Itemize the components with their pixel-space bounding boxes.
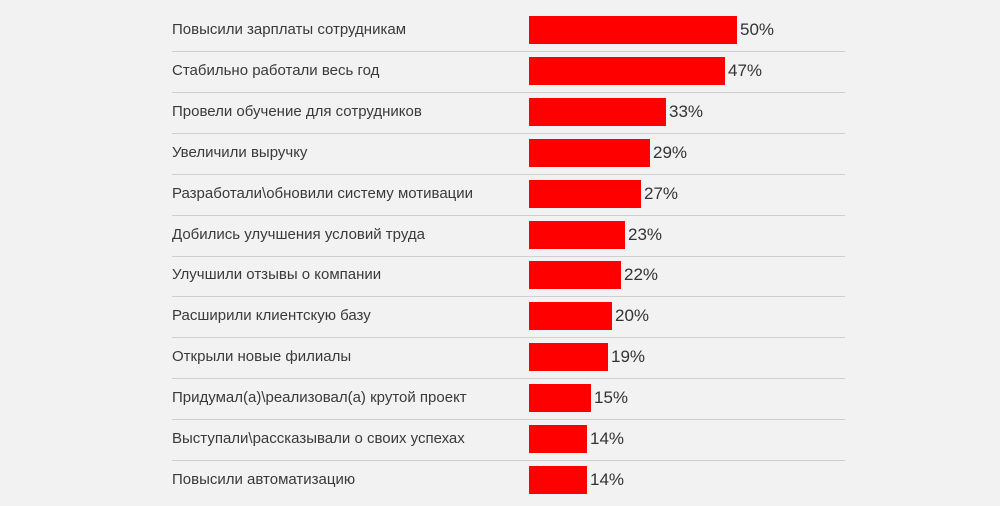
value-label: 15% bbox=[594, 388, 629, 408]
bar bbox=[529, 261, 621, 290]
value-label: 22% bbox=[624, 265, 659, 285]
chart-row: Провели обучение для сотрудников 33% bbox=[0, 97, 1000, 138]
value-label: 47% bbox=[728, 60, 763, 80]
chart-row: Придумал(а)\реализовал(а) крутой проект 1… bbox=[0, 383, 1000, 424]
bar bbox=[529, 56, 725, 85]
bar bbox=[529, 16, 737, 44]
bar bbox=[529, 384, 591, 413]
value-label: 23% bbox=[628, 224, 663, 244]
row-divider bbox=[172, 460, 845, 461]
row-divider bbox=[172, 378, 845, 380]
chart-row: Разработали\обновили систему мотивации 27… bbox=[0, 179, 1000, 220]
row-divider bbox=[172, 51, 845, 52]
row-divider bbox=[172, 419, 845, 421]
category-label: Расширили клиентскую базу bbox=[172, 307, 371, 325]
row-divider bbox=[172, 255, 845, 257]
value-label: 50% bbox=[740, 20, 775, 39]
category-label: Улучшили отзывы о компании bbox=[172, 266, 382, 284]
bar bbox=[529, 425, 587, 453]
bar bbox=[529, 220, 625, 249]
category-label: Стабильно работали весь год bbox=[172, 61, 380, 79]
value-label: 14% bbox=[590, 429, 625, 448]
value-label: 27% bbox=[644, 183, 679, 203]
row-divider bbox=[172, 173, 845, 175]
bar bbox=[529, 138, 650, 167]
chart-row: Повысили автоматизацию 14% bbox=[0, 465, 1000, 506]
category-label: Выступали\рассказывали о своих успехах bbox=[172, 430, 465, 447]
bar bbox=[529, 302, 612, 331]
chart-row: Улучшили отзывы о компании 22% bbox=[0, 260, 1000, 301]
row-divider bbox=[172, 337, 845, 339]
value-label: 20% bbox=[615, 306, 650, 326]
bar bbox=[529, 343, 608, 372]
chart-row: Повысили зарплаты сотрудникам 50% bbox=[0, 15, 1000, 56]
category-label: Добились улучшения условий труда bbox=[172, 225, 425, 243]
chart-row: Добились улучшения условий труда 23% bbox=[0, 220, 1000, 261]
row-divider bbox=[172, 296, 845, 298]
chart-row: Увеличили выручку 29% bbox=[0, 138, 1000, 179]
category-label: Увеличили выручку bbox=[172, 143, 308, 161]
bar bbox=[529, 179, 641, 208]
category-label: Разработали\обновили систему мотивации bbox=[172, 184, 474, 202]
row-divider bbox=[172, 214, 845, 216]
bar bbox=[529, 465, 587, 494]
category-label: Повысили автоматизацию bbox=[172, 470, 356, 488]
chart-row: Стабильно работали весь год 47% bbox=[0, 56, 1000, 97]
category-label: Открыли новые филиалы bbox=[172, 348, 352, 366]
row-divider bbox=[172, 91, 845, 93]
category-label: Повысили зарплаты сотрудникам bbox=[172, 21, 407, 38]
value-label: 33% bbox=[669, 101, 704, 121]
row-divider bbox=[172, 132, 845, 134]
value-label: 19% bbox=[611, 347, 646, 367]
chart-row: Открыли новые филиалы 19% bbox=[0, 342, 1000, 383]
value-label: 14% bbox=[590, 469, 625, 489]
category-label: Провели обучение для сотрудников bbox=[172, 102, 422, 120]
chart-row: Расширили клиентскую базу 20% bbox=[0, 301, 1000, 342]
chart-row: Выступали\рассказывали о своих успехах 14… bbox=[0, 424, 1000, 465]
value-label: 29% bbox=[653, 142, 688, 162]
category-label: Придумал(а)\реализовал(а) крутой проект bbox=[172, 389, 467, 407]
bar bbox=[529, 97, 666, 126]
